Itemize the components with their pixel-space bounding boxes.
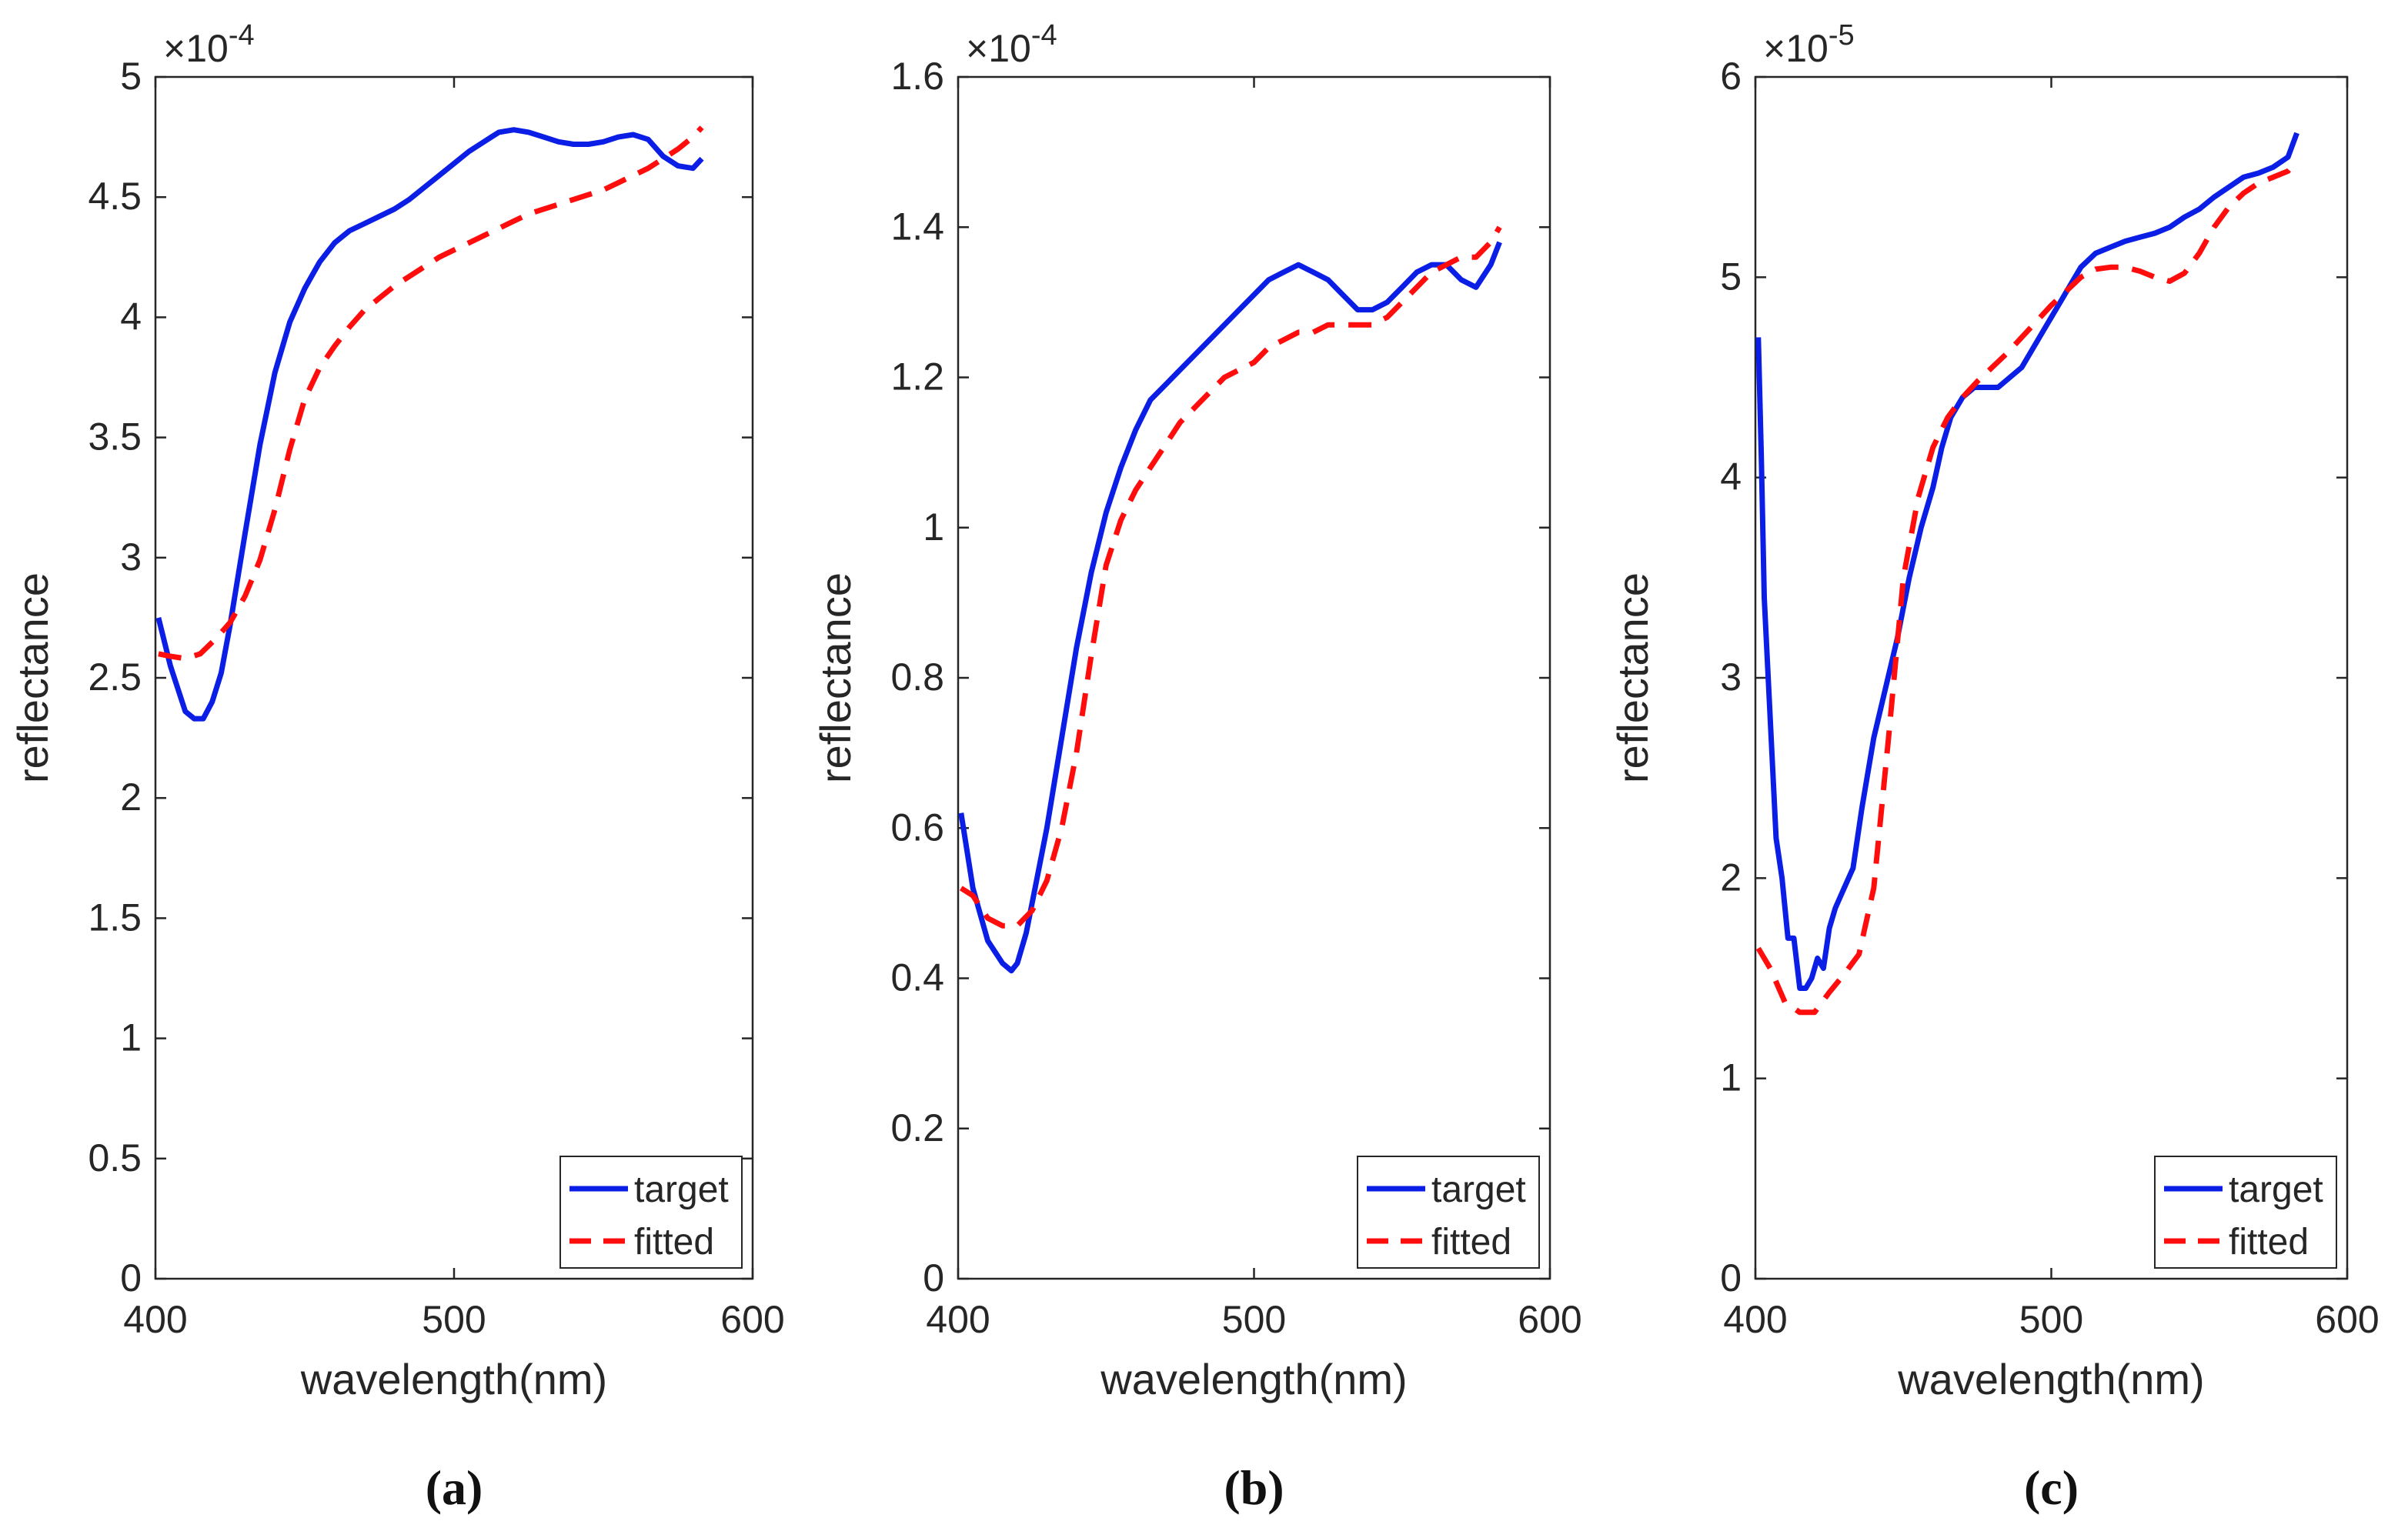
y-tick-label: 3.5 [88, 415, 142, 459]
y-tick-label: 1 [923, 505, 944, 549]
axis-exponent-label: ×10-5 [1763, 19, 1855, 70]
panel-label: (b) [1224, 1460, 1284, 1515]
exponent-base: ×10 [966, 27, 1031, 70]
series-line-fitted [959, 225, 1502, 929]
series-line-fitted [1755, 158, 2299, 1016]
axis-exponent-label: ×10-4 [163, 19, 255, 70]
x-axis-title: wavelength(nm) [1100, 1355, 1407, 1403]
y-axis-title: reflectance [8, 572, 57, 783]
exponent-power: -5 [1829, 19, 1855, 52]
x-tick-label: 600 [2315, 1298, 2379, 1341]
x-tick-label: 600 [1518, 1298, 1581, 1341]
y-tick-label: 1.5 [88, 896, 142, 939]
axis-exponent-label: ×10-4 [966, 19, 1057, 70]
y-tick-label: 0.4 [890, 956, 944, 999]
y-tick-label: 4 [120, 295, 142, 338]
y-axis-title: reflectance [1608, 572, 1657, 783]
legend: target fitted [2154, 1156, 2337, 1269]
series-line-fitted [158, 125, 704, 662]
y-tick-label: 5 [1720, 255, 1742, 298]
y-tick-label: 0.2 [890, 1106, 944, 1149]
legend-label-target: target [634, 1169, 729, 1210]
y-tick-label: 1.6 [890, 55, 944, 98]
legend-box [2154, 1156, 2337, 1269]
y-tick-label: 2.5 [88, 656, 142, 699]
legend-label-fitted: fitted [634, 1222, 714, 1263]
legend-label-target: target [2229, 1169, 2323, 1210]
chart-panel-2: 0 0.2 0.4 0.6 0.8 1 1.2 1.4 1.6 400 500 600 ×10-4 wav… [811, 19, 1582, 1515]
series-line-target [1755, 132, 2299, 991]
panel-label: (c) [2024, 1460, 2079, 1515]
legend: target fitted [1357, 1156, 1540, 1269]
chart-panel-1: 0 0.5 1 1.5 2 2.5 3 3.5 4 4.5 5 400 500 600 ×10-4 wavel… [8, 19, 785, 1515]
x-tick-label: 500 [2019, 1298, 2083, 1341]
exponent-base: ×10 [1763, 27, 1829, 70]
exponent-base: ×10 [163, 27, 229, 70]
legend-box [1357, 1156, 1540, 1269]
y-tick-label: 3 [120, 535, 142, 579]
y-tick-label: 0 [1720, 1256, 1742, 1299]
x-axis-title: wavelength(nm) [1897, 1355, 2204, 1403]
y-tick-label: 6 [1720, 55, 1742, 98]
x-axis-title: wavelength(nm) [300, 1355, 607, 1403]
series-line-target [155, 127, 704, 722]
y-tick-label: 0 [120, 1256, 142, 1299]
x-tick-label: 400 [926, 1298, 990, 1341]
y-tick-label: 2 [120, 776, 142, 819]
legend-label-fitted: fitted [2229, 1222, 2309, 1263]
y-tick-label: 1 [120, 1016, 142, 1059]
chart-panel-3: 0 1 2 3 4 5 6 400 500 600 ×10-5 wavelength(nm) refle… [1608, 19, 2380, 1515]
exponent-power: -4 [229, 19, 255, 52]
y-tick-label: 1 [1720, 1056, 1742, 1099]
y-tick-label: 0.8 [890, 656, 944, 699]
legend: target fitted [559, 1156, 743, 1269]
y-tick-label: 4.5 [88, 175, 142, 218]
y-tick-label: 0 [923, 1256, 944, 1299]
x-tick-label: 400 [123, 1298, 187, 1341]
y-tick-label: 3 [1720, 656, 1742, 699]
y-tick-label: 1.2 [890, 355, 944, 399]
y-tick-label: 0.6 [890, 806, 944, 849]
y-tick-label: 0.5 [88, 1136, 142, 1179]
x-tick-label: 500 [1222, 1298, 1286, 1341]
y-tick-label: 1.4 [890, 205, 944, 248]
y-axis-title: reflectance [811, 572, 860, 783]
y-tick-label: 4 [1720, 455, 1742, 499]
x-tick-label: 500 [422, 1298, 486, 1341]
x-tick-label: 400 [1723, 1298, 1787, 1341]
exponent-power: -4 [1031, 19, 1057, 52]
legend-box [559, 1156, 743, 1269]
y-tick-label: 5 [120, 55, 142, 98]
legend-label-target: target [1431, 1169, 1526, 1210]
y-tick-label: 2 [1720, 856, 1742, 899]
legend-label-fitted: fitted [1431, 1222, 1511, 1263]
panel-label: (a) [426, 1460, 483, 1515]
x-tick-label: 600 [720, 1298, 784, 1341]
